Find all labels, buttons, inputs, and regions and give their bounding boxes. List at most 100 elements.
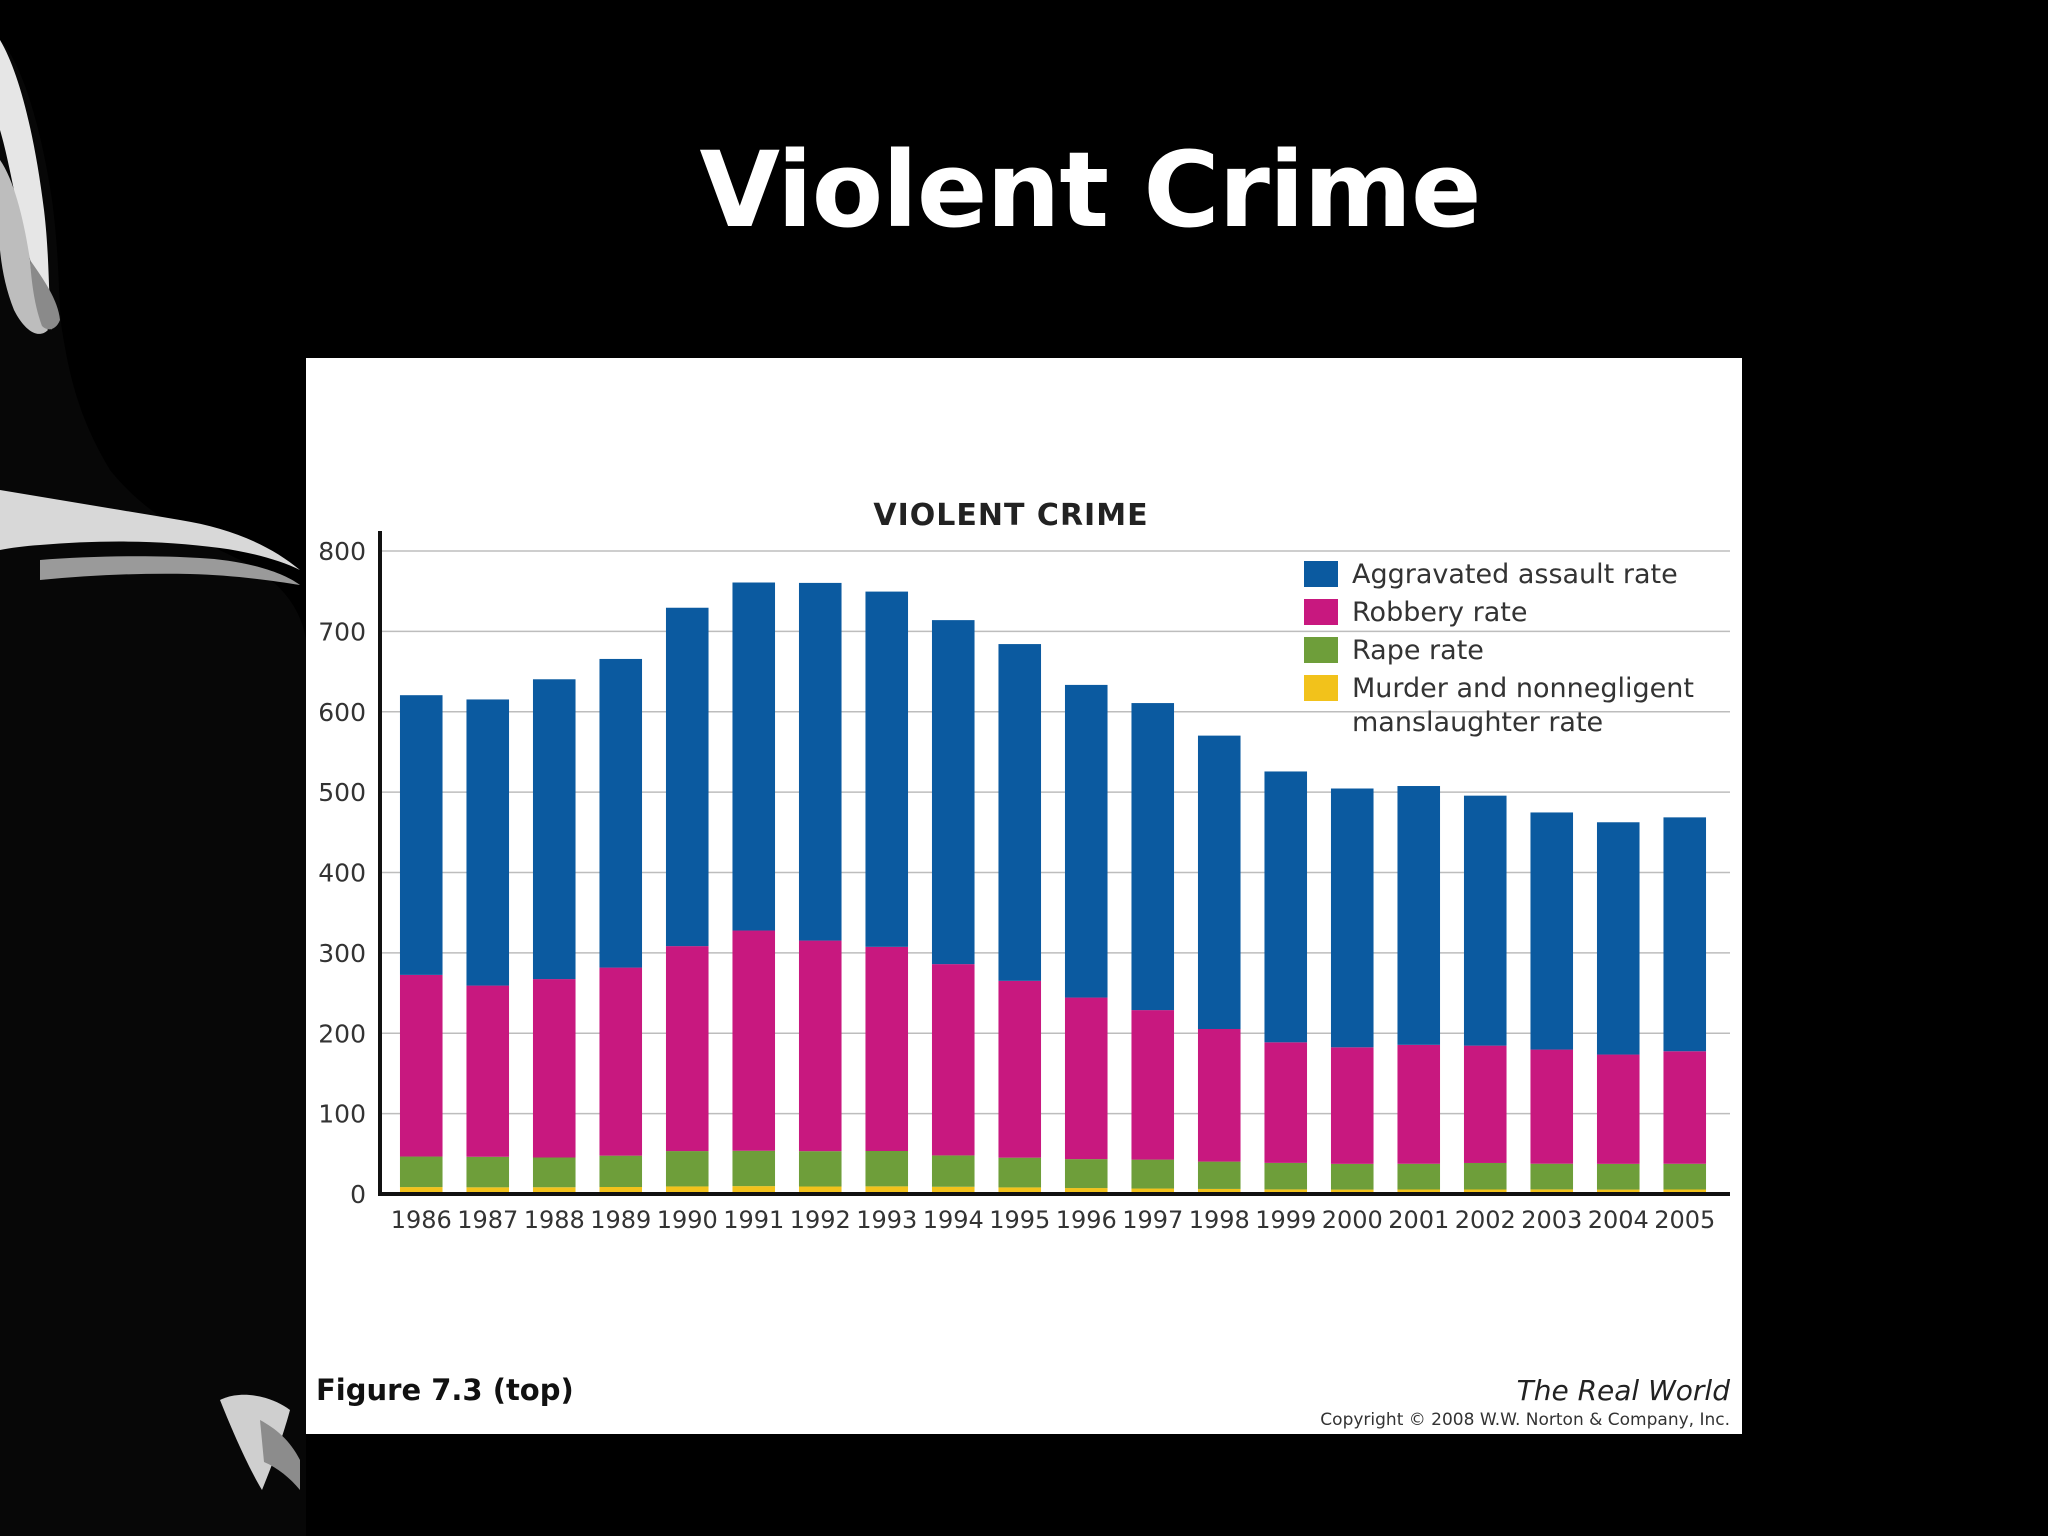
bar-segment [798, 940, 842, 1152]
legend-item: Aggravated assault rate [1304, 558, 1734, 596]
bar-segment [798, 1151, 842, 1187]
bar-segment [1463, 795, 1507, 1046]
book-title: The Real World [1516, 1374, 1730, 1407]
figure-panel: 0 100 200 300 400 500 600 700 800 1986 1987 1988 198… [306, 358, 1742, 1434]
stacked-bar-chart: 0 100 200 300 400 500 600 700 800 1986 1987 1988 198… [318, 531, 1730, 1234]
bar-segment [1197, 1188, 1241, 1194]
y-tick-label: 700 [318, 617, 366, 646]
bar-segment [466, 1156, 510, 1188]
bar-segment [1064, 1159, 1108, 1189]
bar-segment [931, 964, 975, 1156]
bar-segment [1264, 1042, 1308, 1163]
bar-segment [665, 1151, 709, 1187]
figure-caption: Figure 7.3 (top) [316, 1373, 574, 1407]
x-tick-label: 1994 [923, 1206, 984, 1234]
bar-segment [466, 699, 510, 986]
legend-item: Rape rate [1304, 634, 1734, 672]
bar-segment [732, 582, 776, 931]
x-tick-label: 2001 [1388, 1206, 1449, 1234]
bar-segment [466, 985, 510, 1157]
bar-segment [1530, 812, 1574, 1050]
bar-segment [665, 1186, 709, 1194]
bar-segment [1330, 1047, 1374, 1164]
bar-segment [1463, 1162, 1507, 1190]
legend-item: Robbery rate [1304, 596, 1734, 634]
bar-segment [1131, 1010, 1175, 1160]
bar-segment [1131, 1188, 1175, 1194]
bar-segment [1397, 1189, 1441, 1194]
bar-segment [865, 1186, 909, 1194]
bar-segment [532, 679, 576, 980]
bar-segment [599, 967, 643, 1156]
x-tick-label: 1986 [391, 1206, 452, 1234]
legend-swatch [1304, 561, 1338, 587]
bar-segment [399, 1156, 443, 1188]
legend-label: Rape rate [1352, 635, 1484, 666]
x-tick-label: 1995 [989, 1206, 1050, 1234]
y-tick-label: 300 [318, 939, 366, 968]
x-tick-label: 1991 [723, 1206, 784, 1234]
bar-segment [1264, 1189, 1308, 1194]
x-tick-label: 1992 [790, 1206, 851, 1234]
bar-segment [998, 1157, 1042, 1188]
bar-segment [1397, 786, 1441, 1045]
x-tick-label: 1997 [1122, 1206, 1183, 1234]
bar-segment [1064, 1188, 1108, 1194]
batman-silhouette-image [0, 40, 306, 1536]
bar-segment [1264, 1162, 1308, 1190]
bar-segment [1064, 997, 1108, 1160]
bar-segment [1530, 1049, 1574, 1164]
bar-segment [1397, 1163, 1441, 1190]
bar-segment [665, 607, 709, 947]
bar-segment [599, 1155, 643, 1188]
bar-segment [1463, 1189, 1507, 1194]
bar-segment [1530, 1163, 1574, 1190]
legend-item: Murder and nonnegligent manslaughter rat… [1304, 672, 1734, 748]
chart-title: VIOLENT CRIME [873, 498, 1149, 533]
bar-segment [1663, 1189, 1707, 1194]
bar-segment [1330, 1189, 1374, 1194]
legend-swatch [1304, 675, 1338, 701]
bar-segment [865, 1150, 909, 1187]
y-tick-label: 100 [318, 1100, 366, 1129]
y-tick-label: 600 [318, 698, 366, 727]
bar-segment [998, 980, 1042, 1158]
x-tick-label: 1988 [524, 1206, 585, 1234]
bar-segment [732, 1186, 776, 1194]
bar-segment [1663, 817, 1707, 1052]
bar-segment [1064, 684, 1108, 998]
bar-segment [1596, 1163, 1640, 1190]
bar-segment [1596, 1189, 1640, 1194]
bar-segment [1397, 1044, 1441, 1164]
bar-segment [798, 1186, 842, 1194]
y-tick-label: 400 [318, 859, 366, 888]
legend-label: Robbery rate [1352, 597, 1528, 628]
bar-segment [399, 974, 443, 1157]
legend-label: Aggravated assault rate [1352, 559, 1678, 590]
bar-segment [1596, 1054, 1640, 1164]
x-tick-label: 1993 [856, 1206, 917, 1234]
bar-segment [998, 1187, 1042, 1194]
bar-segment [931, 1186, 975, 1194]
bar-segment [865, 591, 909, 947]
bar-segment [466, 1187, 510, 1194]
bar-segment [732, 1150, 776, 1187]
bar-segment [1131, 1159, 1175, 1189]
x-tick-label: 1999 [1255, 1206, 1316, 1234]
bar-segment [1197, 1161, 1241, 1189]
bar-segment [665, 946, 709, 1152]
chart-legend: Aggravated assault rate Robbery rate Rape … [1304, 558, 1734, 748]
bar-segment [1197, 735, 1241, 1029]
x-tick-label: 1989 [590, 1206, 651, 1234]
y-tick-label: 800 [318, 537, 366, 566]
y-tick-label: 200 [318, 1019, 366, 1048]
x-tick-label: 2000 [1322, 1206, 1383, 1234]
bar-segment [399, 1187, 443, 1194]
legend-swatch [1304, 599, 1338, 625]
bar-segment [599, 658, 643, 968]
x-tick-label: 2003 [1521, 1206, 1582, 1234]
bar-segment [1463, 1045, 1507, 1163]
bar-segment [532, 979, 576, 1158]
x-tick-label: 1996 [1056, 1206, 1117, 1234]
